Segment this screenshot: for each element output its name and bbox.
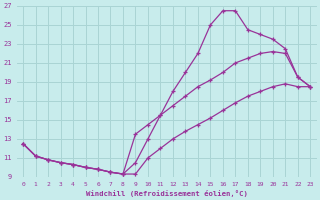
X-axis label: Windchill (Refroidissement éolien,°C): Windchill (Refroidissement éolien,°C) [86, 190, 248, 197]
